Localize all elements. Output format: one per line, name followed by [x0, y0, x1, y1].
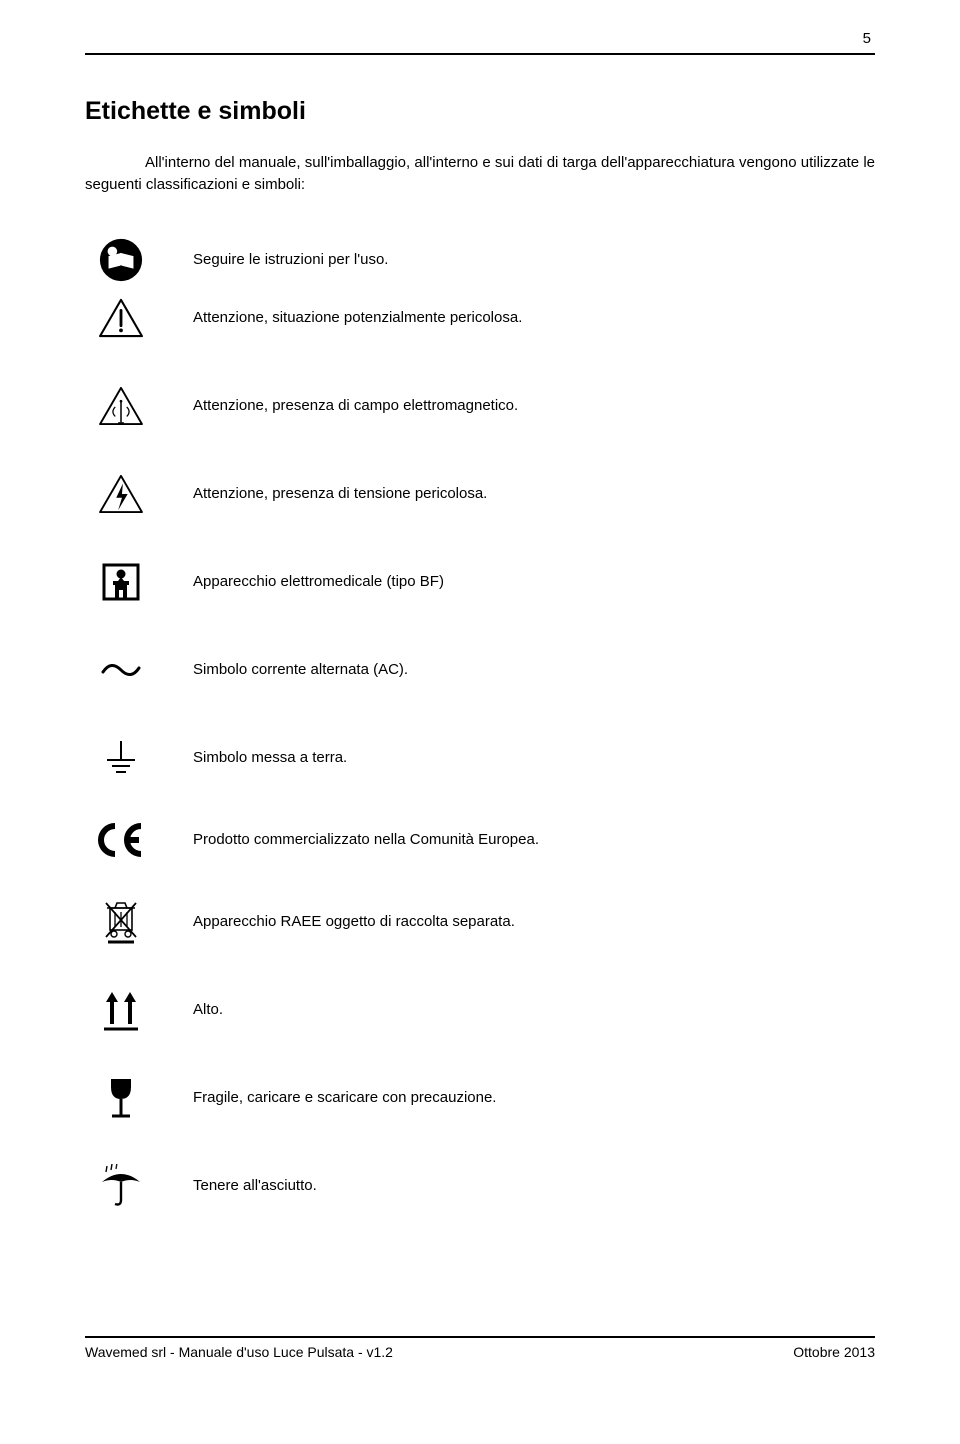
type-bf-icon: [95, 558, 147, 606]
list-item: Attenzione, presenza di campo elettromag…: [95, 382, 875, 430]
symbol-label: Apparecchio RAEE oggetto di raccolta sep…: [193, 913, 515, 930]
keep-dry-icon: [95, 1162, 147, 1210]
voltage-warning-icon: [95, 470, 147, 518]
page-footer: Wavemed srl - Manuale d'uso Luce Pulsata…: [85, 1336, 875, 1360]
list-item: Prodotto commercializzato nella Comunità…: [95, 816, 875, 864]
symbol-label: Simbolo corrente alternata (AC).: [193, 661, 408, 678]
list-item: Simbolo messa a terra.: [95, 734, 875, 782]
footer-left: Wavemed srl - Manuale d'uso Luce Pulsata…: [85, 1344, 393, 1360]
fragile-icon: [95, 1074, 147, 1122]
list-item: Attenzione, situazione potenzialmente pe…: [95, 294, 875, 342]
symbol-label: Attenzione, situazione potenzialmente pe…: [193, 309, 522, 326]
symbol-label: Prodotto commercializzato nella Comunità…: [193, 831, 539, 848]
symbol-label: Attenzione, presenza di campo elettromag…: [193, 397, 518, 414]
list-item: Tenere all'asciutto.: [95, 1162, 875, 1210]
emf-warning-icon: [95, 382, 147, 430]
list-item: Attenzione, presenza di tensione pericol…: [95, 470, 875, 518]
list-item: Seguire le istruzioni per l'uso.: [95, 236, 875, 284]
symbol-label: Seguire le istruzioni per l'uso.: [193, 251, 388, 268]
symbol-label: Apparecchio elettromedicale (tipo BF): [193, 573, 444, 590]
list-item: Fragile, caricare e scaricare con precau…: [95, 1074, 875, 1122]
rule-top: [85, 53, 875, 55]
this-way-up-icon: [95, 986, 147, 1034]
manual-icon: [95, 236, 147, 284]
symbol-label: Tenere all'asciutto.: [193, 1177, 317, 1194]
intro-paragraph: All'interno del manuale, sull'imballaggi…: [85, 152, 875, 196]
list-item: Apparecchio elettromedicale (tipo BF): [95, 558, 875, 606]
warning-icon: [95, 294, 147, 342]
ce-mark-icon: [95, 816, 147, 864]
symbol-list: Seguire le istruzioni per l'uso. Attenzi…: [95, 236, 875, 1210]
list-item: Simbolo corrente alternata (AC).: [95, 646, 875, 694]
symbol-label: Fragile, caricare e scaricare con precau…: [193, 1089, 496, 1106]
rule-bottom: [85, 1336, 875, 1338]
page-title: Etichette e simboli: [85, 97, 875, 126]
document-page: 5 Etichette e simboli All'interno del ma…: [0, 0, 960, 1400]
page-number: 5: [85, 30, 875, 47]
symbol-label: Attenzione, presenza di tensione pericol…: [193, 485, 487, 502]
symbol-label: Alto.: [193, 1001, 223, 1018]
ac-icon: [95, 646, 147, 694]
weee-icon: [95, 898, 147, 946]
footer-right: Ottobre 2013: [793, 1344, 875, 1360]
symbol-label: Simbolo messa a terra.: [193, 749, 347, 766]
ground-icon: [95, 734, 147, 782]
list-item: Apparecchio RAEE oggetto di raccolta sep…: [95, 898, 875, 946]
list-item: Alto.: [95, 986, 875, 1034]
